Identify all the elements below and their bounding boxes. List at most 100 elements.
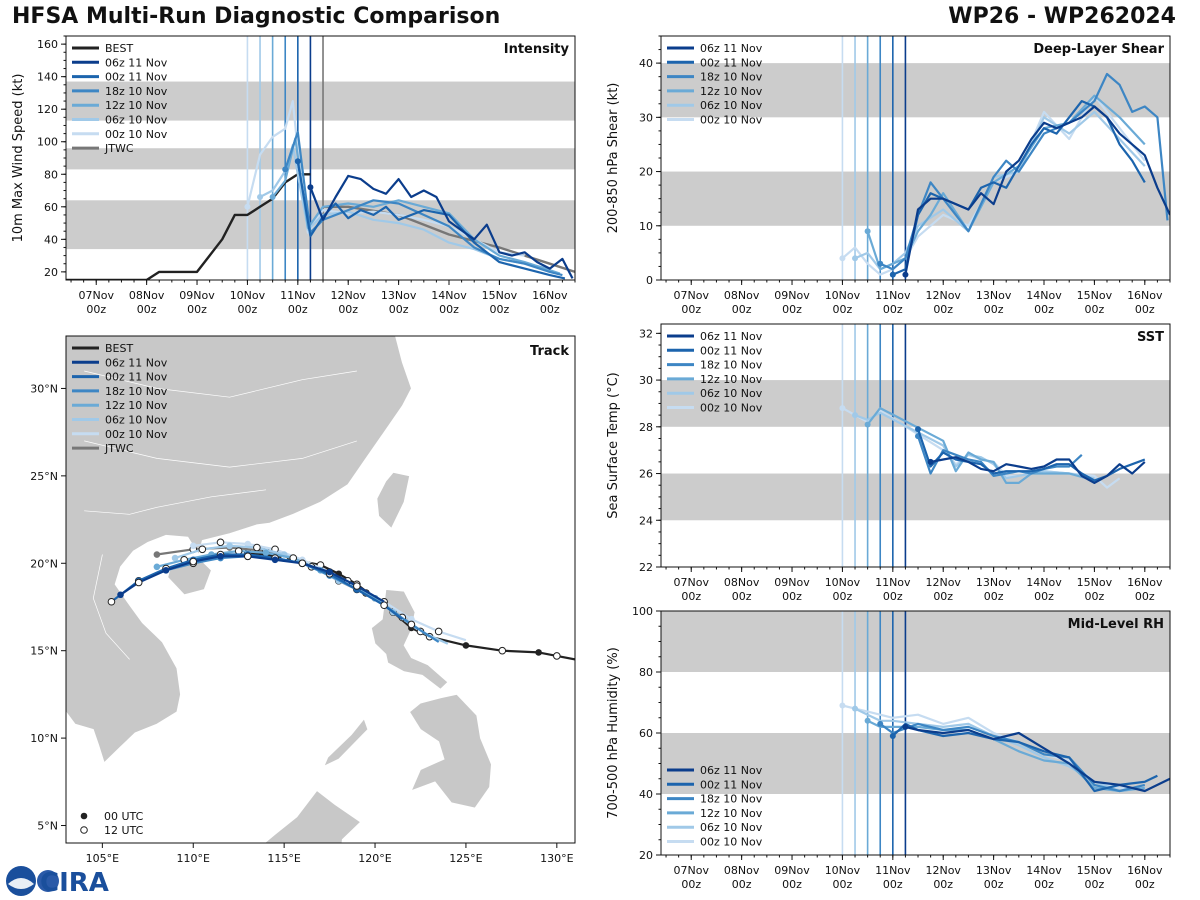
y-tick-label: 60 <box>44 201 58 214</box>
series-start-point <box>852 412 859 419</box>
track-position-marker <box>243 552 252 561</box>
x-tick-label: 00z <box>883 878 903 891</box>
track-position-marker <box>153 563 161 571</box>
series-start-point <box>307 184 314 191</box>
series-start-point <box>839 255 846 262</box>
plot-area-rh <box>661 611 1170 855</box>
series-line-06z-11-nov <box>309 174 574 279</box>
panel-title: Mid-Level RH <box>1068 617 1164 632</box>
x-tick-label: 00z <box>933 590 953 603</box>
x-tick-label: 00z <box>1034 878 1054 891</box>
x-tick-label: 00z <box>389 303 409 316</box>
x-tick-label: 07Nov <box>674 289 710 302</box>
threshold-band <box>66 200 575 250</box>
land-borneo <box>264 790 362 843</box>
series-start-point <box>889 271 896 278</box>
x-tick-label: 00z <box>439 303 459 316</box>
land-sulawesi <box>366 878 464 899</box>
x-tick-label: 00z <box>1034 303 1054 316</box>
y-tick-label: 22 <box>639 561 653 574</box>
legend-label: 00z 11 Nov <box>105 71 168 84</box>
lon-tick-label: 120°E <box>358 852 391 865</box>
y-tick-label: 32 <box>639 327 653 340</box>
cira-logo: CIRA <box>6 866 109 898</box>
track-position-marker <box>226 542 233 550</box>
x-tick-label: 08Nov <box>129 289 165 302</box>
threshold-band <box>661 733 1170 794</box>
x-tick-label: 00z <box>883 303 903 316</box>
series-start-point <box>282 166 289 173</box>
x-tick-label: 00z <box>833 303 853 316</box>
y-tick-label: 20 <box>639 166 653 179</box>
series-line-18z-10-nov <box>879 722 1146 793</box>
legend-label: 00z 11 Nov <box>105 371 168 384</box>
x-tick-label: 14Nov <box>431 289 467 302</box>
x-tick-label: 00z <box>1135 878 1155 891</box>
x-tick-label: 13Nov <box>976 864 1012 877</box>
series-start-point <box>852 255 859 262</box>
x-tick-label: 09Nov <box>774 289 810 302</box>
x-tick-label: 16Nov <box>1127 289 1163 302</box>
series-start-point <box>257 194 264 201</box>
x-tick-label: 10Nov <box>825 864 861 877</box>
legend-label: 06z 11 Nov <box>700 764 763 777</box>
legend-label: 06z 11 Nov <box>105 56 168 69</box>
series-line-00z-10-nov <box>246 99 525 257</box>
y-tick-label: 20 <box>639 849 653 862</box>
y-tick-label: 0 <box>646 274 653 287</box>
x-tick-label: 08Nov <box>724 864 760 877</box>
legend-label: JTWC <box>104 142 134 155</box>
series-start-point <box>902 271 909 278</box>
y-tick-label: 80 <box>639 666 653 679</box>
track-position-marker <box>535 649 542 656</box>
x-tick-label: 00z <box>681 590 701 603</box>
track-position-marker <box>498 646 507 655</box>
legend-label: 00z 11 Nov <box>700 344 763 357</box>
legend-label: 00z 10 Nov <box>105 428 168 441</box>
plot-area-shear <box>661 36 1170 280</box>
figure-title: HFSA Multi-Run Diagnostic Comparison <box>12 4 501 29</box>
x-tick-label: 14Nov <box>1026 289 1062 302</box>
series-line-06z-11-nov <box>905 725 1170 793</box>
admin-border <box>84 370 357 398</box>
lat-tick-label: 10°N <box>30 732 58 745</box>
track-line-00z-11-nov <box>110 553 403 621</box>
legend-label: 12z 10 Nov <box>700 373 763 386</box>
track-position-marker <box>253 543 261 552</box>
x-tick-label: 12Nov <box>330 289 366 302</box>
map-area <box>66 336 575 899</box>
lon-tick-label: 115°E <box>267 852 300 865</box>
x-tick-label: 00z <box>540 303 560 316</box>
x-tick-label: 12Nov <box>925 576 961 589</box>
series-start-point <box>839 405 846 412</box>
track-position-marker <box>434 627 443 636</box>
y-tick-label: 40 <box>639 788 653 801</box>
y-tick-label: 20 <box>44 266 58 279</box>
legend-label: 18z 10 Nov <box>105 385 168 398</box>
threshold-band <box>661 473 1170 521</box>
track-position-marker <box>216 538 225 547</box>
legend-label: 06z 10 Nov <box>105 114 168 127</box>
y-axis-label: 200-850 hPa Shear (kt) <box>606 83 621 234</box>
panel-title: SST <box>1137 330 1164 345</box>
series-start-point <box>839 702 846 709</box>
x-tick-label: 00z <box>732 590 752 603</box>
legend-marker-12utc <box>80 826 88 834</box>
y-axis-label: Sea Surface Temp (°C) <box>606 372 621 519</box>
x-tick-label: 11Nov <box>875 576 911 589</box>
series-line-18z-10-nov <box>916 435 1083 477</box>
y-tick-label: 160 <box>37 38 58 51</box>
track-position-marker <box>189 557 198 566</box>
x-tick-label: 16Nov <box>1127 864 1163 877</box>
lat-tick-label: 15°N <box>30 645 58 658</box>
panel-intensity: 2040608010012014016007Nov00z08Nov00z09No… <box>11 35 576 316</box>
threshold-band <box>66 148 575 170</box>
threshold-band <box>66 81 575 121</box>
legend-label: 18z 10 Nov <box>700 359 763 372</box>
x-tick-label: 16Nov <box>532 289 568 302</box>
lon-tick-label: 105°E <box>86 852 119 865</box>
x-tick-label: 07Nov <box>674 576 710 589</box>
y-tick-label: 140 <box>37 71 58 84</box>
legend-marker-00utc <box>80 812 88 820</box>
track-position-marker <box>162 566 170 574</box>
